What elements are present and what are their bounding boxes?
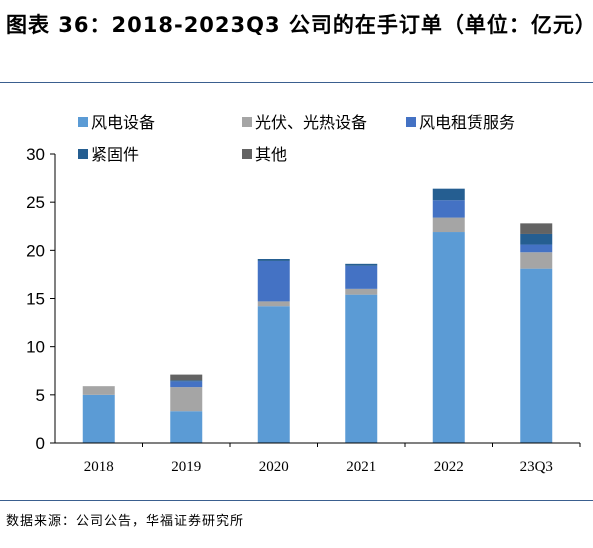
x-axis: 2018 2019 2020 2021 2022 23Q3 <box>55 442 581 475</box>
x-tick-label: 2019 <box>171 459 201 475</box>
legend-swatch <box>242 149 252 159</box>
x-tick-label: 2022 <box>434 459 464 475</box>
bottom-divider <box>0 500 593 501</box>
bar-segment <box>432 217 465 233</box>
bar-segment <box>520 233 553 245</box>
legend-swatch <box>242 117 252 127</box>
bar-segment <box>257 306 290 443</box>
legend-label: 光伏、光热设备 <box>255 113 367 132</box>
bar-segment <box>257 260 290 302</box>
bar-segment <box>520 252 553 269</box>
bar-segment <box>82 394 115 443</box>
legend-swatch <box>78 117 88 127</box>
legend-label: 其他 <box>255 145 287 164</box>
bar-segment <box>257 301 290 307</box>
bar-segment <box>257 259 290 261</box>
bar-segment <box>432 188 465 201</box>
bar-group <box>82 188 553 443</box>
y-tick-label: 20 <box>26 241 45 260</box>
y-tick-label: 15 <box>26 290 45 309</box>
y-axis: 0 5 10 15 20 25 30 <box>26 145 56 453</box>
bar-segment <box>345 263 378 266</box>
legend-label: 紧固件 <box>91 145 139 164</box>
bar-segment <box>345 294 378 443</box>
x-tick-label: 2021 <box>346 459 376 475</box>
x-tick-label: 2018 <box>84 459 114 475</box>
bar-segment <box>520 244 553 253</box>
legend-label: 风电设备 <box>91 113 155 132</box>
bar-segment <box>82 386 115 395</box>
bar-segment <box>520 223 553 234</box>
legend-swatch <box>406 117 416 127</box>
bar-segment <box>345 288 378 295</box>
y-tick-label: 30 <box>26 145 45 164</box>
top-divider <box>0 82 593 83</box>
x-tick-label: 2020 <box>259 459 289 475</box>
y-tick-label: 10 <box>26 338 45 357</box>
bar-segment <box>432 200 465 218</box>
chart-title: 图表 36：2018-2023Q3 公司的在手订单（单位：亿元） <box>6 13 593 37</box>
legend-swatch <box>78 149 88 159</box>
x-tick-label: 23Q3 <box>520 459 553 475</box>
bar-segment <box>520 268 553 443</box>
bar-segment <box>432 232 465 443</box>
bar-segment <box>170 387 203 412</box>
bar-segment <box>170 374 203 381</box>
y-tick-label: 0 <box>36 434 45 453</box>
source-note: 数据来源：公司公告，华福证券研究所 <box>6 514 245 529</box>
y-tick-label: 5 <box>36 386 45 405</box>
bar-segment <box>170 380 203 382</box>
bar-segment <box>170 411 203 443</box>
bar-segment <box>170 381 203 388</box>
legend-label: 风电租赁服务 <box>419 113 515 132</box>
y-tick-label: 25 <box>26 193 45 212</box>
bar-segment <box>345 265 378 289</box>
